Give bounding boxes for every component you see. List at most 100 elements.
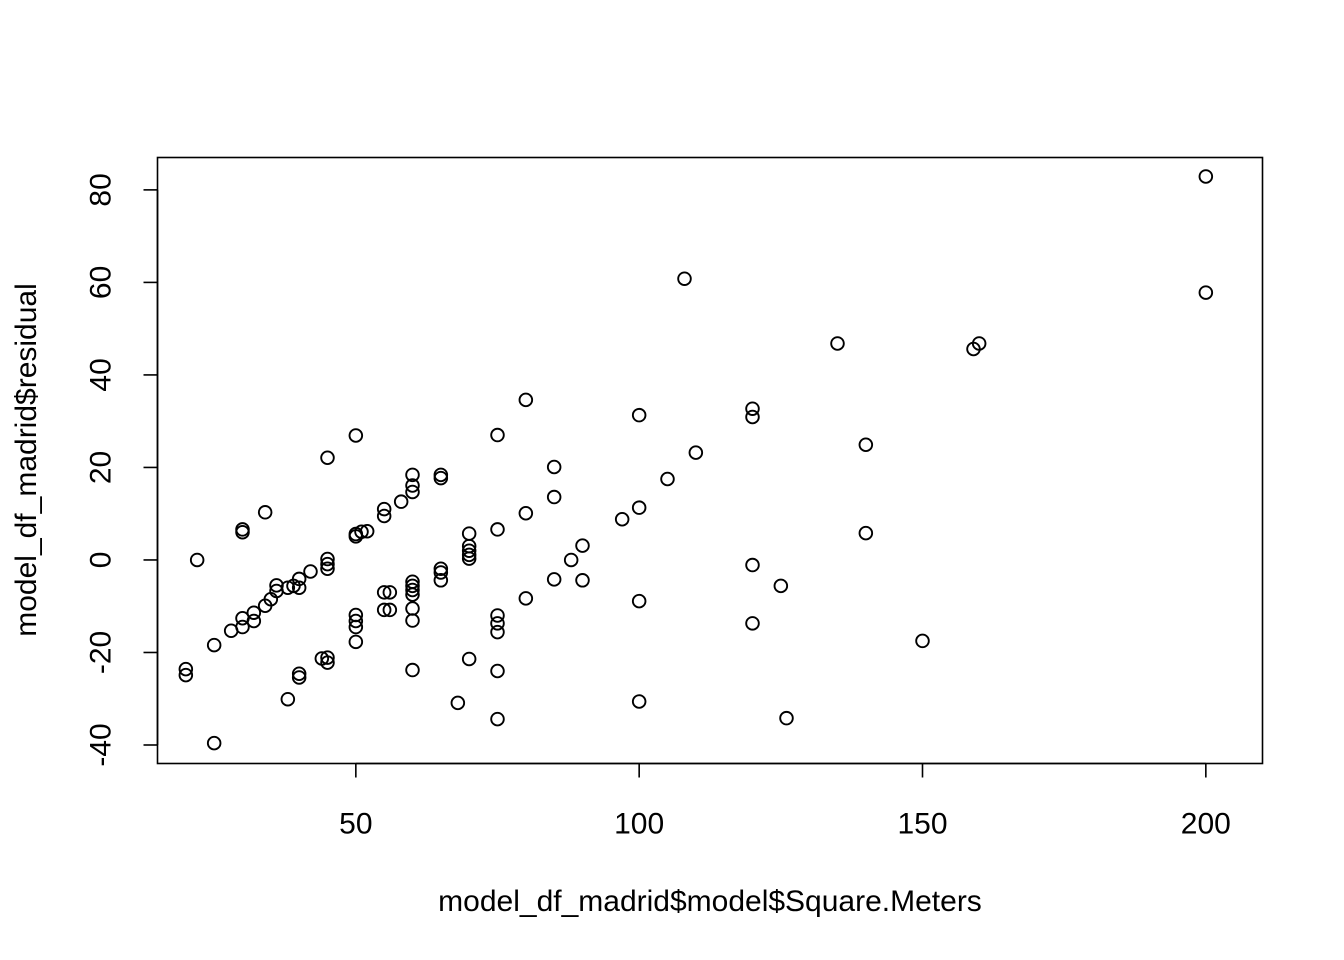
data-point [773,578,789,594]
data-point [631,500,647,515]
data-point [490,427,505,443]
data-point [178,667,194,683]
data-point [376,602,392,618]
data-point [745,409,760,425]
x-tick-label: 100 [614,808,664,841]
data-point [405,613,420,628]
y-tick-label: -20 [85,631,118,674]
x-axis: 50 100 150 200 [339,762,1231,841]
x-tick-label: 150 [897,808,947,841]
data-point [280,691,296,707]
data-point [405,478,420,493]
data-point [348,428,364,443]
data-point [320,650,335,665]
data-point [631,407,647,423]
data-point [745,616,760,631]
data-point [291,666,307,682]
data-point [405,578,420,594]
data-point [858,437,874,453]
data-point [291,670,307,685]
data-point [405,601,420,616]
data-point [546,489,562,505]
data-point [257,505,273,520]
data-point [291,571,307,587]
data-point [490,522,505,537]
data-point [677,271,692,286]
data-point [393,494,409,509]
data-point [189,552,205,568]
data-point [490,616,505,631]
data-point [450,695,466,711]
data-point [405,587,420,602]
data-point [688,445,704,460]
data-point [546,459,562,475]
data-point [348,613,364,629]
data-point [376,501,392,517]
data-point [490,608,505,623]
data-points [178,169,1214,751]
data-point [563,552,579,568]
data-point [779,710,794,726]
data-point [614,511,630,527]
data-point [433,573,449,588]
data-point [433,561,449,576]
data-point [1198,285,1214,300]
data-point [745,401,760,416]
y-tick-label: 0 [85,552,118,569]
data-point [320,450,335,465]
x-tick-label: 200 [1181,808,1231,841]
data-point [830,336,845,351]
data-point [320,561,335,576]
data-point [745,557,760,573]
data-point [971,336,987,351]
data-point [575,538,590,553]
data-point [206,637,222,653]
data-point [575,573,590,588]
data-point [235,619,250,635]
y-tick-label: 60 [85,266,118,299]
data-point [405,662,420,678]
data-point [433,565,449,580]
data-point [546,572,562,587]
data-point [433,470,449,486]
data-point [518,591,534,606]
data-point [354,524,369,539]
data-point [858,525,874,541]
data-point [461,547,477,563]
data-point [518,392,534,408]
data-point [320,655,335,670]
data-point [376,585,392,600]
y-tick-label: 20 [85,451,118,484]
data-point [405,582,420,598]
x-axis-label: model_df_madrid$model$Square.Meters [438,885,982,918]
data-point [490,624,505,640]
data-point [348,634,364,650]
data-point [518,505,534,521]
data-point [660,471,675,487]
data-point [303,564,318,579]
data-point [915,633,930,649]
data-point [246,605,262,620]
data-point [382,585,398,600]
data-point [461,551,477,566]
plot-frame [156,156,1264,765]
data-point [405,467,420,483]
data-point [359,524,375,539]
data-point [235,522,250,537]
data-point [178,661,194,677]
y-axis-label: model_df_madrid$residual [10,283,43,637]
data-point [405,484,420,500]
data-point [1198,169,1214,184]
data-point [461,543,477,558]
data-point [631,694,647,709]
data-point [376,508,392,524]
y-axis: -40 -20 0 20 40 60 80 [85,173,159,767]
data-point [631,593,647,609]
x-tick-label: 50 [339,808,372,841]
data-point [320,556,335,572]
data-point [461,526,477,541]
y-tick-label: -40 [85,723,118,766]
data-point [206,735,222,751]
data-point [490,711,505,727]
